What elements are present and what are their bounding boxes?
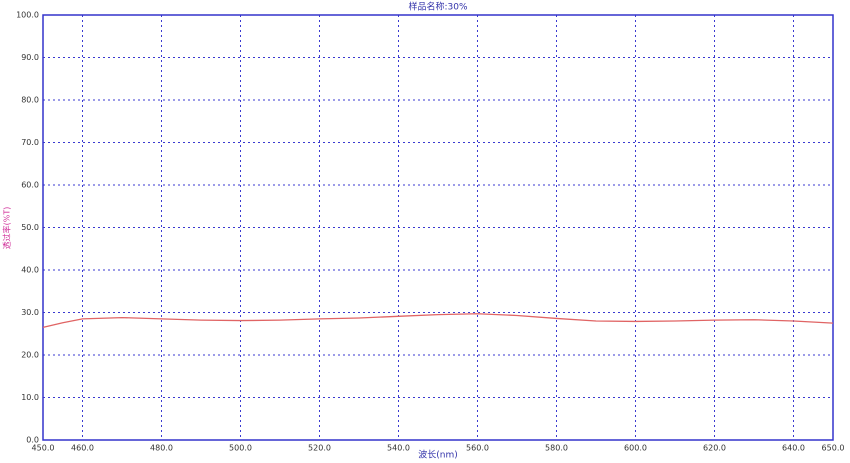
x-tick-label: 650.0 [822, 444, 845, 453]
y-tick-label: 30.0 [21, 308, 39, 317]
y-tick-label: 60.0 [21, 181, 39, 190]
y-tick-label: 10.0 [21, 393, 39, 402]
x-tick-label: 580.0 [545, 444, 568, 453]
y-tick-label: 90.0 [21, 53, 39, 62]
x-tick-label: 620.0 [703, 444, 726, 453]
data-line [42, 313, 834, 329]
y-axis-label: 透过率(%T) [2, 207, 12, 250]
y-tick-label: 80.0 [21, 96, 39, 105]
x-tick-label: 480.0 [150, 444, 173, 453]
y-tick-label: 0.0 [26, 436, 39, 445]
x-tick-label: 520.0 [308, 444, 331, 453]
y-tick-label: 50.0 [21, 223, 39, 232]
y-tick-label: 20.0 [21, 351, 39, 360]
x-tick-label: 600.0 [624, 444, 647, 453]
plot-frame [42, 14, 834, 441]
x-axis-label: 波长(nm) [418, 449, 458, 461]
y-tick-label: 70.0 [21, 138, 39, 147]
x-tick-label: 560.0 [466, 444, 489, 453]
y-tick-label: 100.0 [16, 11, 39, 20]
x-tick-label: 540.0 [387, 444, 410, 453]
chart-title: 样品名称:30% [408, 1, 467, 13]
x-tick-label: 640.0 [782, 444, 805, 453]
x-tick-label: 450.0 [32, 444, 55, 453]
y-tick-label: 40.0 [21, 266, 39, 275]
x-tick-label: 460.0 [71, 444, 94, 453]
x-tick-label: 500.0 [229, 444, 252, 453]
